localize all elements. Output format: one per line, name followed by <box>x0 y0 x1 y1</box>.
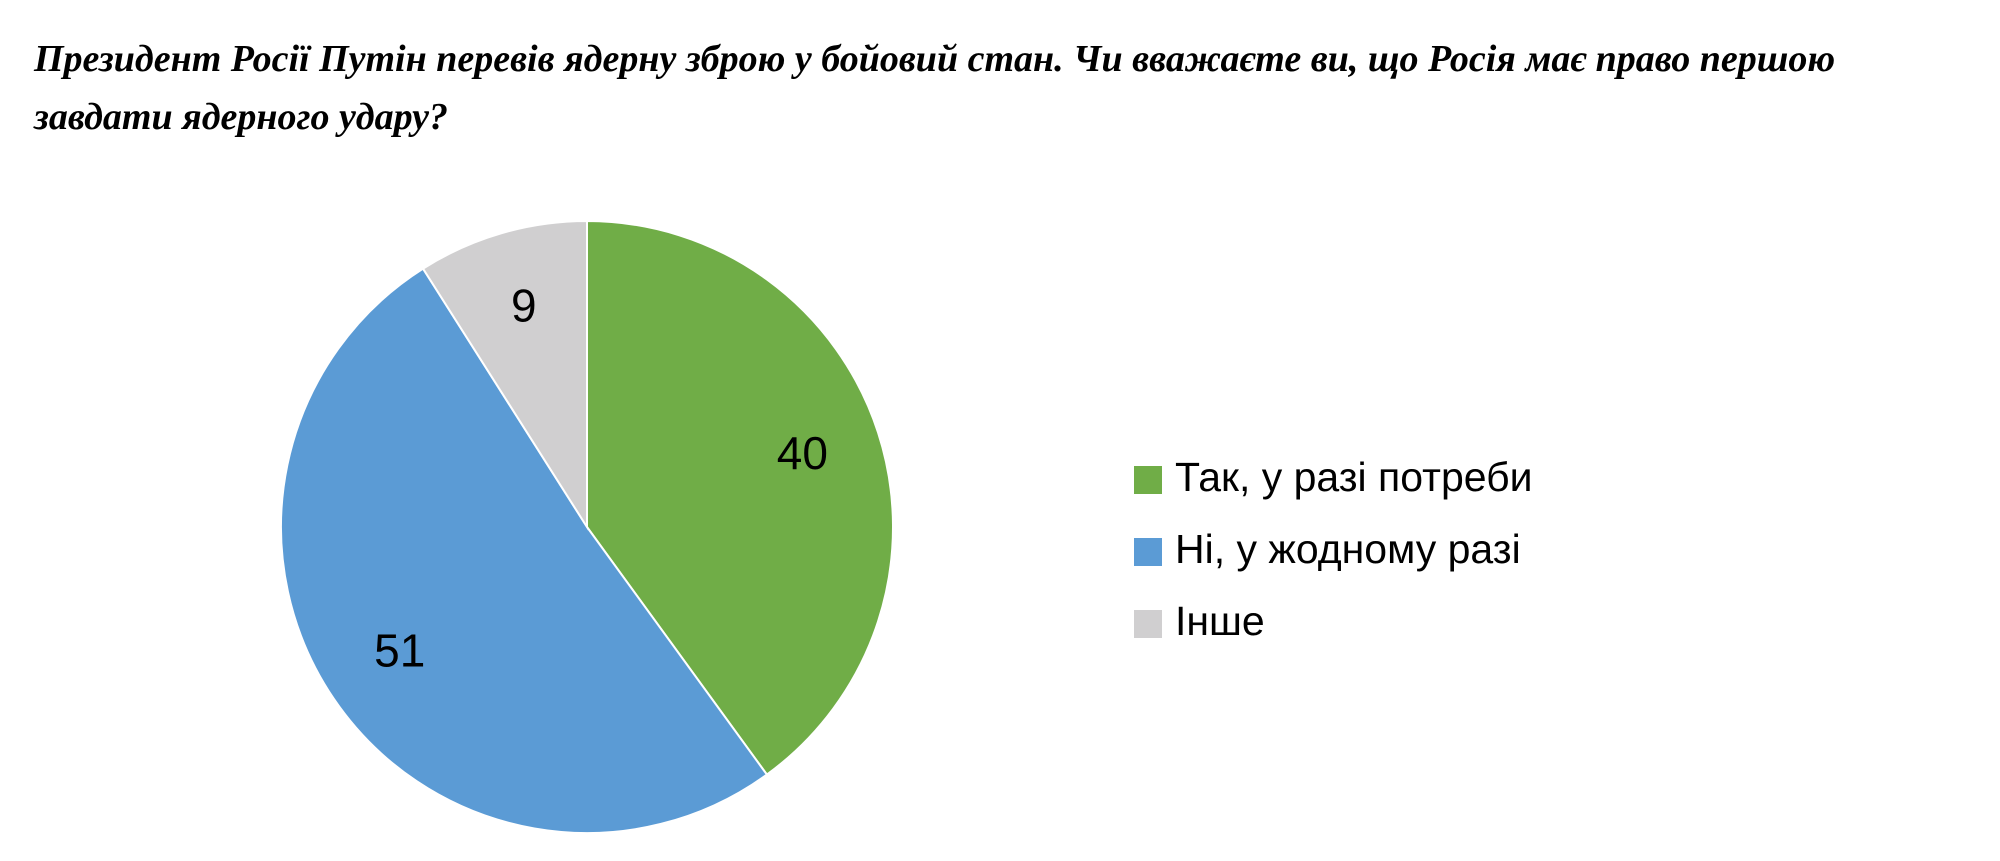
pie-slice <box>280 267 769 834</box>
data-label: 40 <box>777 427 828 479</box>
pie-slice <box>586 219 894 776</box>
chart-title: Президент Росії Путін перевів ядерну збр… <box>34 38 1836 138</box>
pie-slice <box>421 219 588 531</box>
legend-swatch <box>1134 610 1162 638</box>
legend-label: Так, у разі потреби <box>1175 454 1532 500</box>
legend-swatch <box>1134 538 1162 566</box>
data-label: 51 <box>374 624 425 676</box>
legend-label: Інше <box>1175 598 1265 644</box>
legend-swatch <box>1134 466 1162 494</box>
data-label: 9 <box>511 280 537 332</box>
legend-label: Ні, у жодному разі <box>1175 526 1521 572</box>
